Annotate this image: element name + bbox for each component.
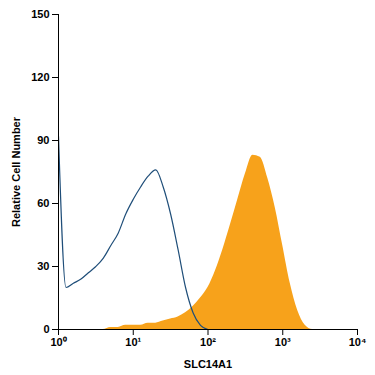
svg-text:90: 90 xyxy=(37,134,49,146)
svg-text:SLC14A1: SLC14A1 xyxy=(184,358,232,370)
svg-text:10¹: 10¹ xyxy=(125,336,141,348)
svg-text:10⁰: 10⁰ xyxy=(50,336,66,348)
svg-text:150: 150 xyxy=(31,8,49,20)
svg-text:Relative Cell Number: Relative Cell Number xyxy=(10,116,22,227)
svg-text:10⁴: 10⁴ xyxy=(349,336,367,348)
svg-text:10²: 10² xyxy=(200,336,216,348)
svg-text:0: 0 xyxy=(43,323,49,335)
svg-text:60: 60 xyxy=(37,197,49,209)
svg-text:10³: 10³ xyxy=(275,336,291,348)
svg-text:30: 30 xyxy=(37,260,49,272)
svg-text:120: 120 xyxy=(31,71,49,83)
